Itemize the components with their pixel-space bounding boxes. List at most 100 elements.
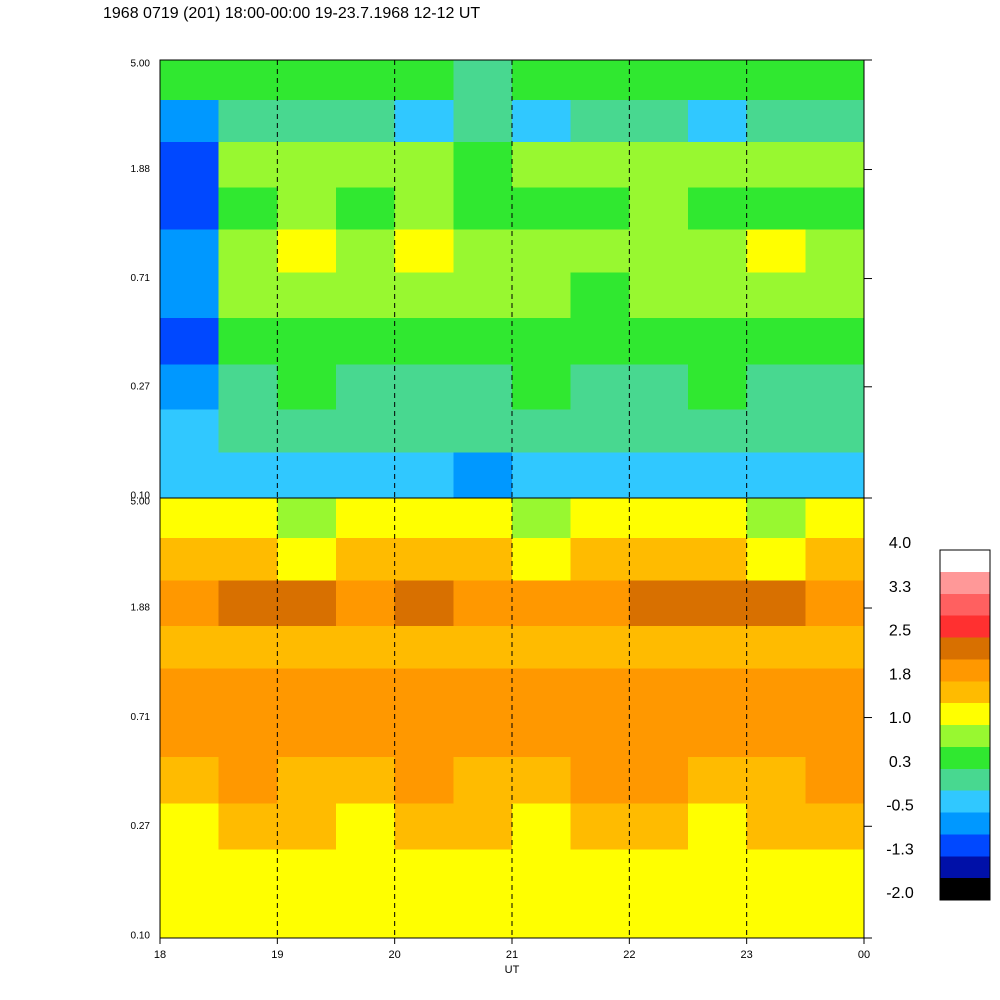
heatmap-cell <box>570 498 630 539</box>
heatmap-cell <box>570 803 630 850</box>
heatmap-cell <box>805 849 864 893</box>
heatmap-cell <box>570 272 630 318</box>
heatmap-cell <box>512 272 571 318</box>
colorbar-swatch <box>940 746 990 769</box>
heatmap-cell <box>453 60 512 100</box>
heatmap-cell <box>277 99 336 143</box>
heatmap-cell <box>336 452 395 498</box>
heatmap-cell <box>160 229 219 273</box>
heatmap-cell <box>218 849 278 893</box>
heatmap-cell <box>453 142 512 188</box>
heatmap-cell <box>160 668 219 712</box>
heatmap-cell <box>688 272 747 318</box>
heatmap-cell <box>805 580 864 627</box>
colorbar-tick-label: -1.3 <box>886 841 914 858</box>
heatmap-cell <box>394 229 454 273</box>
heatmap-cell <box>394 364 454 410</box>
heatmap-cell <box>394 187 454 230</box>
y-tick-label: 1.88 <box>131 603 151 614</box>
heatmap-cell <box>629 756 688 804</box>
heatmap-cell <box>746 364 806 410</box>
heatmap-cell <box>160 538 219 581</box>
heatmap-cell <box>512 229 571 273</box>
heatmap-cell <box>394 892 454 938</box>
heatmap-cell <box>688 668 747 712</box>
heatmap-cell <box>394 626 454 669</box>
heatmap-cell <box>277 849 336 893</box>
colorbar-swatch <box>940 550 990 572</box>
heatmap-cell <box>512 409 571 453</box>
heatmap-cell <box>336 668 395 712</box>
heatmap-cell <box>512 849 571 893</box>
x-tick-label: 21 <box>506 949 518 961</box>
heatmap-cell <box>688 756 747 804</box>
heatmap-cell <box>629 272 688 318</box>
heatmap-cell <box>746 668 806 712</box>
heatmap-cell <box>570 756 630 804</box>
heatmap-cell <box>160 364 219 410</box>
colorbar-tick-label: 1.0 <box>889 710 911 727</box>
heatmap-cell <box>160 142 219 188</box>
heatmap-cell <box>805 60 864 100</box>
heatmap-cell <box>336 849 395 893</box>
heatmap-cell <box>688 409 747 453</box>
heatmap-cell <box>336 892 395 938</box>
colorbar-tick-label: 2.5 <box>889 623 911 640</box>
heatmap-cell <box>160 580 219 627</box>
heatmap-cell <box>805 711 864 757</box>
heatmap-cell <box>512 711 571 757</box>
heatmap-cell <box>570 187 630 230</box>
heatmap-cell <box>570 849 630 893</box>
heatmap-cell <box>277 317 336 365</box>
heatmap-cell <box>453 317 512 365</box>
heatmap-cell <box>277 452 336 498</box>
heatmap-cell <box>277 272 336 318</box>
heatmap-cell <box>805 272 864 318</box>
heatmap-cell <box>453 187 512 230</box>
heatmap-cell <box>394 803 454 850</box>
heatmap-cell <box>394 99 454 143</box>
x-tick-label: 19 <box>271 949 283 961</box>
heatmap-cell <box>746 409 806 453</box>
heatmap-cell <box>394 409 454 453</box>
heatmap-cell <box>160 626 219 669</box>
heatmap-cell <box>160 892 219 938</box>
heatmap-cell <box>746 187 806 230</box>
heatmap-cell <box>805 668 864 712</box>
heatmap-cell <box>336 626 395 669</box>
heatmap-cell <box>629 409 688 453</box>
heatmap-cell <box>629 498 688 539</box>
heatmap-cell <box>688 711 747 757</box>
heatmap-cell <box>570 668 630 712</box>
heatmap-cell <box>336 229 395 273</box>
heatmap-cell <box>746 60 806 100</box>
heatmap-cell <box>218 272 278 318</box>
heatmap-cell <box>512 626 571 669</box>
y-tick-label: 0.71 <box>131 273 151 284</box>
heatmap-cell <box>453 452 512 498</box>
heatmap-cell <box>218 452 278 498</box>
heatmap-cell <box>570 60 630 100</box>
heatmap-cell <box>805 538 864 581</box>
heatmap-cell <box>336 580 395 627</box>
heatmap-cell <box>160 99 219 143</box>
heatmap-cell <box>218 409 278 453</box>
heatmap-cell <box>277 538 336 581</box>
heatmap-cell <box>512 364 571 410</box>
heatmap-cell <box>805 452 864 498</box>
heatmap-cell <box>805 892 864 938</box>
heatmap-cell <box>629 364 688 410</box>
heatmap-cell <box>336 187 395 230</box>
heatmap-cell <box>805 803 864 850</box>
heatmap-cell <box>218 711 278 757</box>
heatmap-cell <box>160 317 219 365</box>
heatmap-cell <box>746 229 806 273</box>
heatmap-cell <box>453 756 512 804</box>
heatmap-cell <box>688 538 747 581</box>
heatmap-cell <box>160 60 219 100</box>
heatmap-cell <box>746 538 806 581</box>
x-tick-label: 00 <box>858 949 870 961</box>
colorbar-swatch <box>940 725 990 747</box>
x-tick-label: 22 <box>623 949 635 961</box>
heatmap-cell <box>277 711 336 757</box>
